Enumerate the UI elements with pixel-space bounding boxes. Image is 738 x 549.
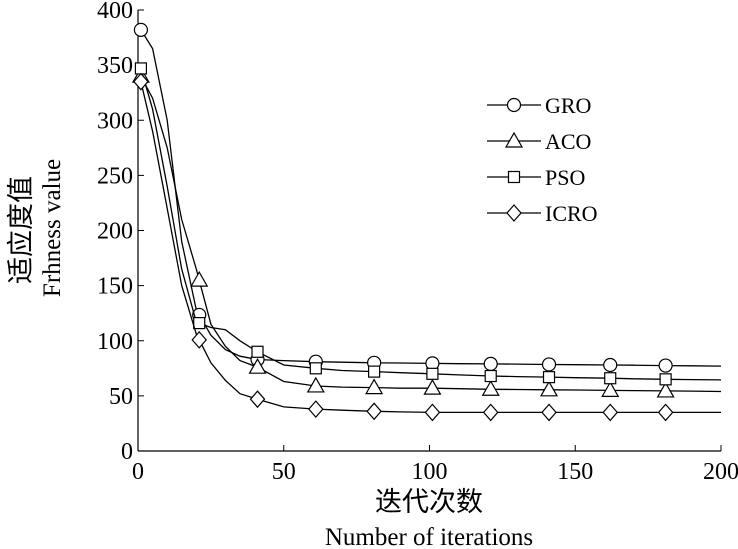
data-point-aco [656,381,675,398]
data-point-aco [481,380,500,396]
data-point-pso [134,62,148,75]
data-point-pso [484,369,497,383]
series-group [131,22,722,422]
x-tick-label: 100 [412,459,448,485]
data-point-aco [248,358,267,374]
y-tick-label: 50 [109,384,133,410]
x-tick-label: 0 [132,459,144,485]
series-aco [131,66,722,398]
x-axis-title-en: Number of iterations [325,524,533,549]
data-point-icro [657,403,674,422]
legend-marker-pso [507,170,521,184]
y-axis-title-en: Frhness value [39,159,66,297]
data-point-gro [658,358,673,373]
data-point-pso [659,373,672,386]
data-point-gro [133,22,149,37]
y-tick-label: 100 [97,329,133,355]
y-tick-label: 150 [97,274,133,300]
legend-label-gro: GRO [545,93,591,118]
data-point-aco [190,270,209,287]
data-point-aco [423,378,442,395]
axes: 0 50 100 150 200 250 300 350 400 0 50 100 150 200 [97,0,738,485]
y-tick-label: 350 [97,53,133,79]
y-tick-label: 400 [97,0,133,24]
data-point-icro [249,390,266,409]
data-point-aco [601,381,620,397]
y-tick-label: 250 [97,163,133,189]
data-point-pso [542,371,556,384]
data-point-gro [483,356,498,372]
series-line-gro [140,29,722,367]
data-point-pso [251,345,264,358]
data-point-icro [191,330,208,349]
y-tick-label: 200 [97,219,133,245]
data-point-icro [308,400,324,419]
data-point-aco [365,378,384,395]
y-tick-label: 300 [97,108,133,134]
x-tick-label: 50 [272,459,296,485]
series-line-aco [140,75,722,393]
legend: GRO ACO PSO ICRO [487,93,598,226]
data-point-aco [539,380,559,397]
series-pso [134,62,722,386]
data-point-gro [603,357,618,373]
data-point-icro [602,403,619,422]
x-axis-title-zh: 迭代次数 [375,487,483,517]
data-point-pso [193,317,206,330]
series-gro [133,22,722,373]
data-point-gro [541,357,557,372]
legend-marker-aco [504,131,524,148]
y-axis-title-zh: 适应度值 [6,176,36,284]
data-point-aco [306,376,325,393]
data-point-icro [133,72,149,91]
series-icro [133,72,721,422]
data-point-pso [604,372,617,385]
data-point-pso [309,362,322,375]
data-point-icro [424,403,441,422]
data-point-icro [366,402,382,421]
data-point-icro [482,403,499,422]
x-tick-label: 200 [703,459,738,485]
legend-label-aco: ACO [545,129,591,154]
y-tick-label: 0 [121,439,133,465]
legend-label-icro: ICRO [545,201,598,226]
legend-marker-gro [506,97,522,113]
x-tick-label: 150 [557,459,593,485]
legend-label-pso: PSO [545,165,585,190]
data-point-icro [541,403,557,422]
data-point-pso [368,365,381,378]
data-point-pso [426,367,439,380]
series-line-pso [140,68,722,381]
legend-marker-icro [506,204,522,222]
